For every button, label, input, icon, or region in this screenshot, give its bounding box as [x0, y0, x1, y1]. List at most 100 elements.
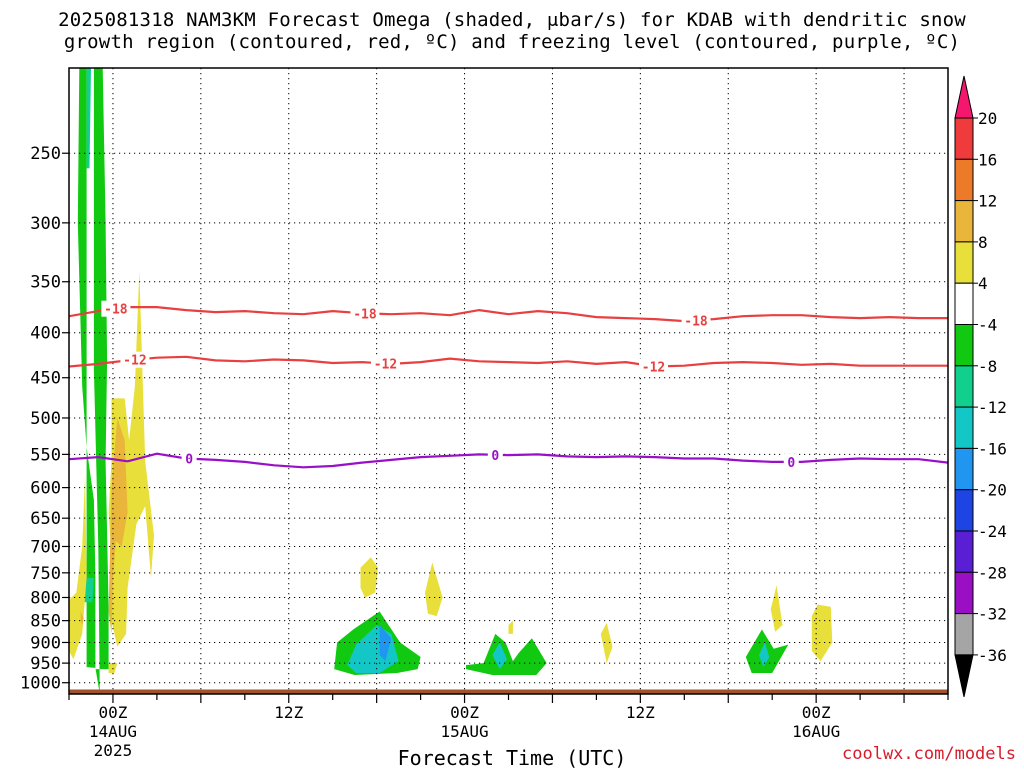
colorbar-label-1: 16 [978, 150, 997, 169]
y-tick-label-750: 750 [30, 564, 61, 584]
colorbar-swatch-8 [954, 406, 974, 449]
colorbar-label-10: -24 [978, 522, 1007, 541]
contour-label-bg [783, 453, 799, 470]
shaded-region-upward-motion-band-outer [77, 68, 109, 694]
colorbar-label-0: 20 [978, 109, 997, 128]
chart-title-line-2: growth region (contoured, red, ºC) and f… [63, 31, 961, 53]
colorbar-swatch-3 [954, 200, 974, 243]
contour--18 [69, 306, 948, 323]
colorbar-swatch-5 [954, 282, 974, 326]
shaded-region-sinking-motion-16aug-a [770, 585, 783, 632]
shaded-region-upward-motion-pair [466, 633, 547, 675]
colorbar-swatch-11 [954, 530, 974, 573]
contour-label-bg [681, 312, 711, 329]
credit-link[interactable]: coolwx.com/models [842, 744, 1016, 764]
y-tick-label-1000: 1000 [20, 674, 61, 694]
shaded-region-sinking-motion-15aug-a [360, 557, 379, 598]
shaded-region-sinking-motion-column [108, 270, 154, 647]
colorbar-label-2: 12 [978, 192, 997, 211]
contour-label-0-0: 0 [185, 453, 193, 468]
colorbar-label-6: -8 [978, 357, 997, 376]
contour-label-bg [487, 446, 503, 463]
y-tick-label-550: 550 [30, 445, 61, 465]
y-tick-label-900: 900 [30, 633, 61, 653]
colorbar-arrow-top [954, 75, 974, 119]
colorbar-arrow-bottom [954, 654, 974, 698]
y-tick-label-800: 800 [30, 588, 61, 608]
contour-label-bg [350, 305, 380, 322]
contour-label--18-2: -18 [684, 314, 708, 329]
y-tick-label-350: 350 [30, 273, 61, 293]
shaded-region-sinking-motion-15aug-c [508, 620, 513, 634]
colorbar-swatch-7 [954, 365, 974, 408]
x-axis-title: Forecast Time (UTC) [397, 746, 627, 770]
contour-label-bg [181, 450, 197, 467]
y-tick-label-250: 250 [30, 144, 61, 164]
contour-label--18-1: -18 [353, 307, 377, 322]
shaded-region-sinking-motion-west-core [80, 611, 84, 626]
shaded-region-surface-below-ground [69, 689, 948, 694]
contour--12 [69, 355, 948, 368]
colorbar-label-12: -32 [978, 605, 1007, 624]
y-tick-label-950: 950 [30, 654, 61, 674]
x-tick-label-1: 12Z [274, 703, 303, 722]
shaded-region-upward-motion-band-inner [86, 68, 91, 169]
colorbar-label-4: 4 [978, 274, 988, 293]
plot-area: -18 -18 -18 -12 -12 -12 0 0 0 [69, 68, 948, 694]
contour-label--12-2: -12 [642, 360, 665, 375]
x-tick-date-0: 14AUG [89, 722, 137, 741]
y-tick-label-700: 700 [30, 537, 61, 557]
x-tick-label-2: 00Z [450, 703, 479, 722]
y-tick-label-400: 400 [30, 324, 61, 344]
shaded-region-sinking-motion-column-core [108, 418, 128, 634]
shaded-region-upward-motion-pair-core [492, 642, 507, 670]
y-tick-label-600: 600 [30, 479, 61, 499]
y-tick-label-300: 300 [30, 214, 61, 234]
shaded-region-sinking-motion-west-edge [69, 474, 87, 660]
y-tick-label-850: 850 [30, 612, 61, 632]
colorbar-label-9: -20 [978, 481, 1007, 500]
colorbar-label-3: 8 [978, 233, 988, 252]
colorbar-label-7: -12 [978, 398, 1007, 417]
shaded-region-upward-motion-band-lower [84, 577, 94, 603]
x-tick-date-2: 15AUG [440, 722, 488, 741]
colorbar-swatch-2 [954, 158, 974, 202]
colorbar-swatch-6 [954, 324, 974, 367]
contour-0 [69, 452, 948, 469]
x-tick-label-3: 12Z [626, 703, 655, 722]
contour-label-bg [370, 355, 400, 372]
colorbar-swatch-4 [954, 241, 974, 284]
colorbar-label-8: -16 [978, 439, 1007, 458]
plot-frame [68, 67, 949, 695]
contour-label-0-1: 0 [491, 449, 499, 464]
colorbar-label-13: -36 [978, 646, 1007, 665]
colorbar-swatch-10 [954, 489, 974, 532]
shaded-region-sinking-motion-16aug-b [811, 604, 833, 662]
contour-label-bg [120, 351, 150, 368]
colorbar-label-5: -4 [978, 316, 997, 335]
x-tick-label-4: 00Z [802, 703, 831, 722]
contour-label-bg [639, 358, 669, 375]
colorbar-swatch-1 [954, 117, 974, 160]
shaded-region-sinking-motion-15aug-b [425, 562, 443, 617]
y-tick-label-500: 500 [30, 409, 61, 429]
colorbar-swatch-13 [954, 613, 974, 656]
shaded-region-upward-motion-cell-15aug-peak [379, 625, 392, 662]
colorbar-swatch-9 [954, 447, 974, 491]
shaded-region-upward-motion-16aug-core [759, 642, 770, 668]
chart-title-line-1: 2025081318 NAM3KM Forecast Omega (shaded… [58, 9, 966, 31]
contour-label-0-2: 0 [787, 456, 795, 471]
colorbar-swatch-12 [954, 571, 974, 615]
x-tick-date-4: 16AUG [792, 722, 840, 741]
contour-label--18-0: -18 [104, 303, 128, 318]
shaded-region-sinking-motion-15aug-d [600, 622, 613, 664]
colorbar-label-11: -28 [978, 563, 1007, 582]
y-tick-label-450: 450 [30, 369, 61, 389]
y-tick-label-650: 650 [30, 509, 61, 529]
contour-label--12-1: -12 [374, 358, 397, 373]
contour-label-bg [101, 300, 131, 317]
contour-label--12-0: -12 [123, 354, 146, 369]
x-tick-year-0: 2025 [94, 741, 133, 760]
x-tick-label-0: 00Z [98, 703, 127, 722]
